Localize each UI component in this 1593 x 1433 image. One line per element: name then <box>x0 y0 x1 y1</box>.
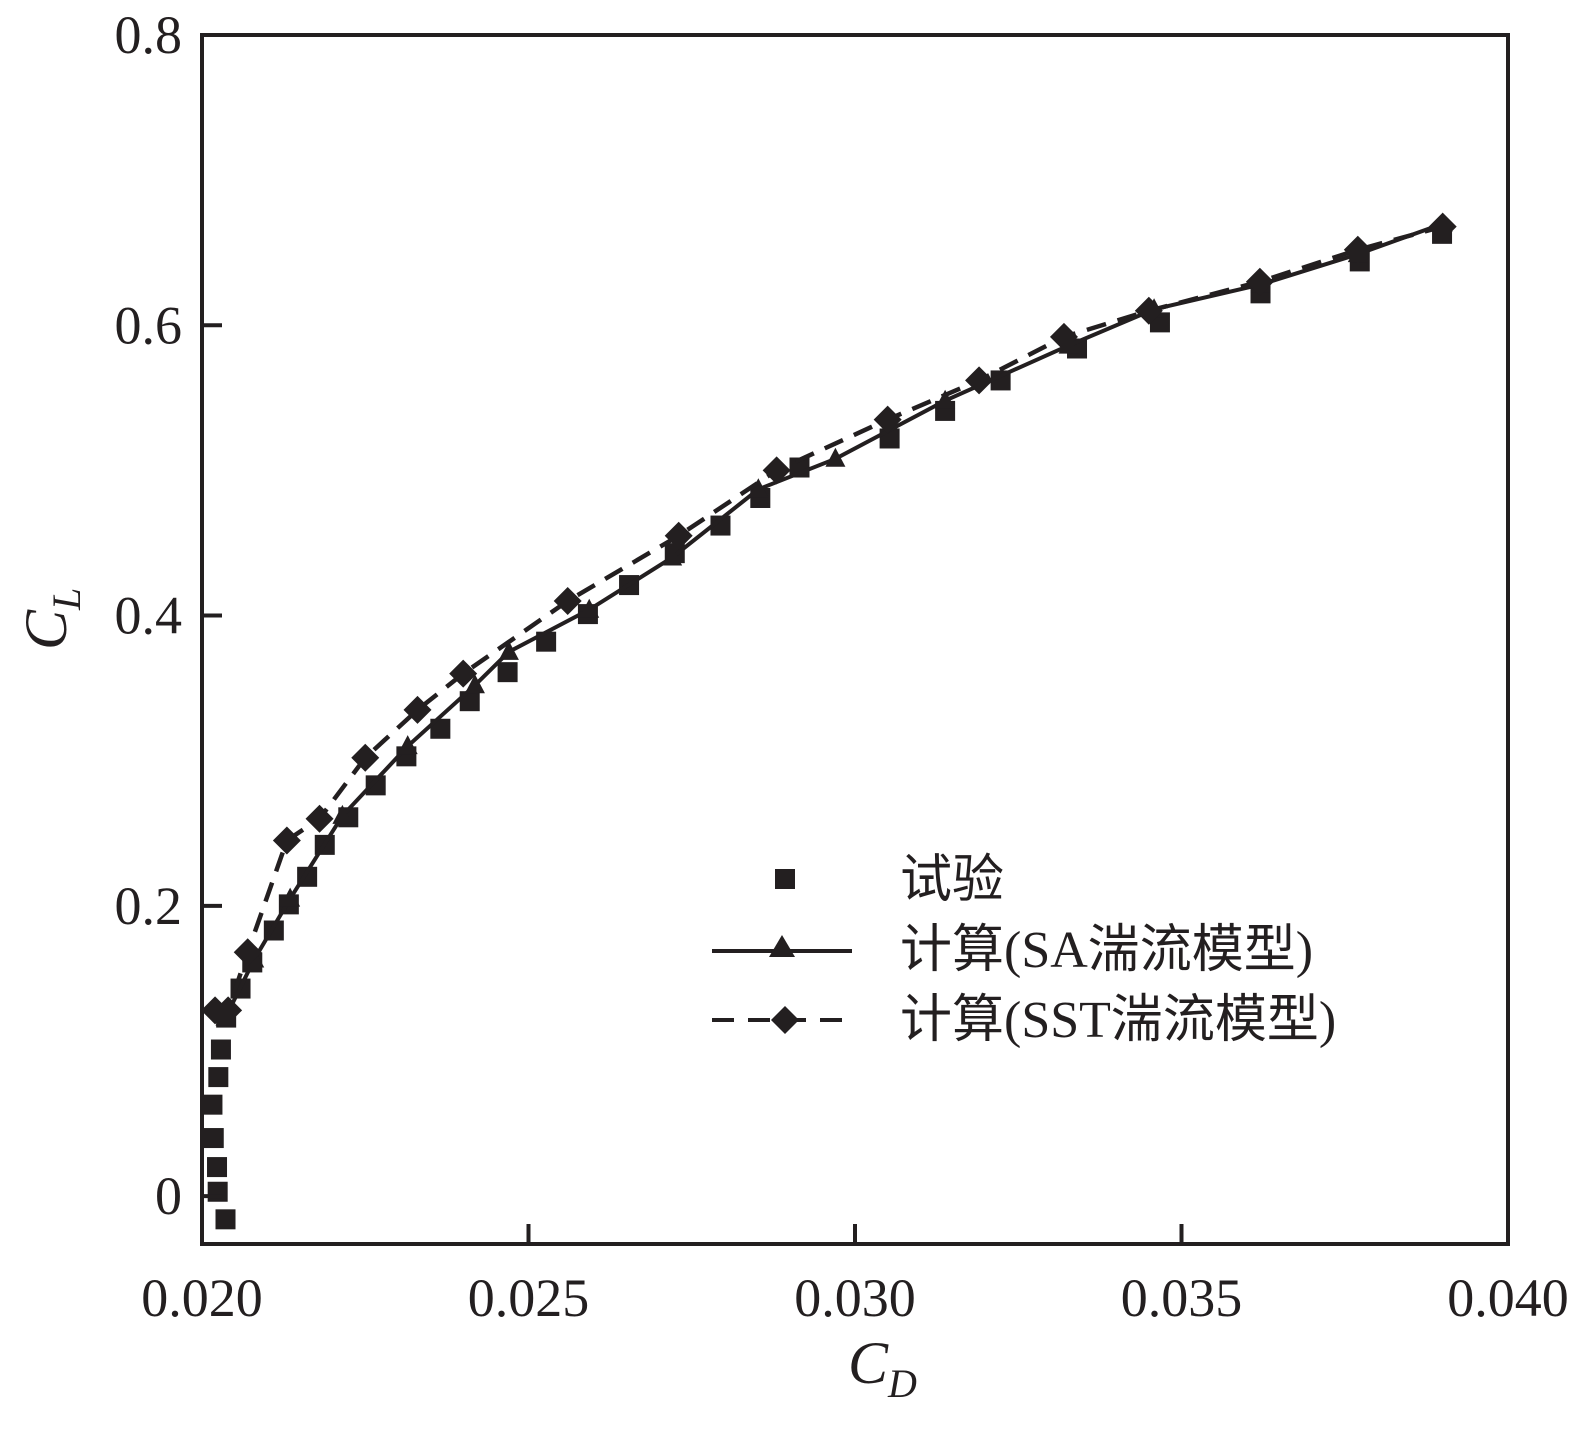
data-point-diamond <box>1245 267 1274 296</box>
data-point-triangle <box>748 478 769 498</box>
data-point-diamond <box>553 587 582 616</box>
series-0 <box>202 223 1453 1230</box>
data-point-triangle <box>662 546 683 566</box>
data-point-triangle <box>397 735 418 755</box>
data-point-square <box>210 1039 231 1060</box>
y-axis-label-main: C <box>13 609 79 650</box>
data-point-square <box>710 515 731 536</box>
data-point-triangle <box>332 804 353 824</box>
data-point-diamond <box>233 938 262 967</box>
x-tick-label: 0.020 <box>141 1268 263 1328</box>
legend-label-experiment: 试验 <box>900 852 1004 909</box>
data-point-square <box>497 662 518 683</box>
y-tick-label: 0.4 <box>115 586 183 646</box>
data-point-diamond <box>873 405 902 434</box>
data-point-diamond <box>1134 296 1163 325</box>
x-axis-ticks: 0.020 0.025 0.030 0.035 0.040 <box>141 1224 1569 1328</box>
y-axis-label: CL <box>13 588 89 650</box>
y-tick-label: 0.8 <box>115 5 183 65</box>
y-axis-ticks: 0 0.2 0.4 0.6 0.8 <box>115 5 222 1226</box>
series-line-2 <box>215 224 1444 1013</box>
data-point-square <box>365 775 386 796</box>
data-point-diamond <box>1343 235 1372 264</box>
legend-marker-triangle <box>769 935 795 957</box>
series-1 <box>215 212 1453 1026</box>
data-point-square <box>203 1128 224 1149</box>
data-point-diamond <box>1428 212 1457 241</box>
data-point-triangle <box>464 674 485 694</box>
data-point-square <box>215 1209 236 1230</box>
x-tick-label: 0.025 <box>468 1268 590 1328</box>
plot-frame <box>200 33 1510 1246</box>
series-line-1 <box>223 221 1444 1019</box>
legend-label-sa-model: 计算(SA湍流模型) <box>900 922 1313 979</box>
data-point-triangle <box>280 887 301 907</box>
y-tick-label: 0.2 <box>115 876 183 936</box>
data-point-diamond <box>305 804 334 833</box>
series-2 <box>201 212 1457 1025</box>
legend: 试验 计算(SA湍流模型) 计算(SST湍流模型) <box>712 852 1336 1049</box>
data-point-diamond <box>1049 322 1078 351</box>
x-tick-label: 0.035 <box>1121 1268 1243 1328</box>
data-point-diamond <box>351 743 380 772</box>
data-point-diamond <box>965 366 994 395</box>
y-tick-label: 0.6 <box>115 295 183 355</box>
data-point-diamond <box>449 659 478 688</box>
svg-text:CL: CL <box>13 588 89 650</box>
data-point-triangle <box>935 389 956 409</box>
series-layer <box>201 212 1457 1230</box>
legend-marker-square <box>775 869 795 889</box>
x-axis-label-main: C <box>848 1330 889 1396</box>
x-tick-label: 0.030 <box>794 1268 916 1328</box>
data-point-square <box>202 1094 223 1115</box>
data-point-diamond <box>272 826 301 855</box>
data-point-triangle <box>498 640 519 660</box>
data-point-square <box>207 1181 228 1202</box>
x-axis-label: CD <box>848 1330 917 1406</box>
data-point-square <box>207 1157 228 1178</box>
y-axis-label-sub: L <box>44 588 89 611</box>
data-point-diamond <box>214 996 243 1025</box>
data-point-triangle <box>579 598 600 618</box>
legend-label-sst-model: 计算(SST湍流模型) <box>900 992 1336 1049</box>
x-axis-label-sub: D <box>887 1361 917 1406</box>
data-point-square <box>208 1067 229 1088</box>
data-point-diamond <box>403 695 432 724</box>
y-tick-label: 0 <box>155 1166 182 1226</box>
x-tick-label: 0.040 <box>1447 1268 1569 1328</box>
legend-marker-diamond <box>771 1006 799 1034</box>
data-point-diamond <box>762 456 791 485</box>
data-point-diamond <box>664 521 693 550</box>
data-point-triangle <box>825 447 846 467</box>
